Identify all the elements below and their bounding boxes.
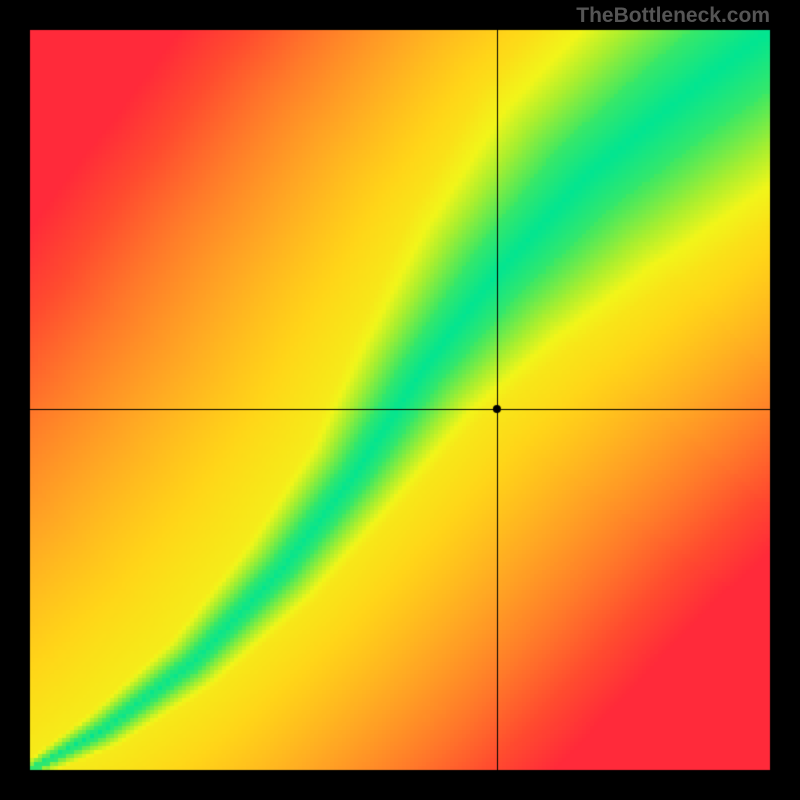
watermark: TheBottleneck.com bbox=[576, 4, 770, 28]
bottleneck-heatmap: { "watermark": "TheBottleneck.com", "can… bbox=[0, 0, 800, 800]
heatmap-canvas bbox=[0, 0, 800, 800]
